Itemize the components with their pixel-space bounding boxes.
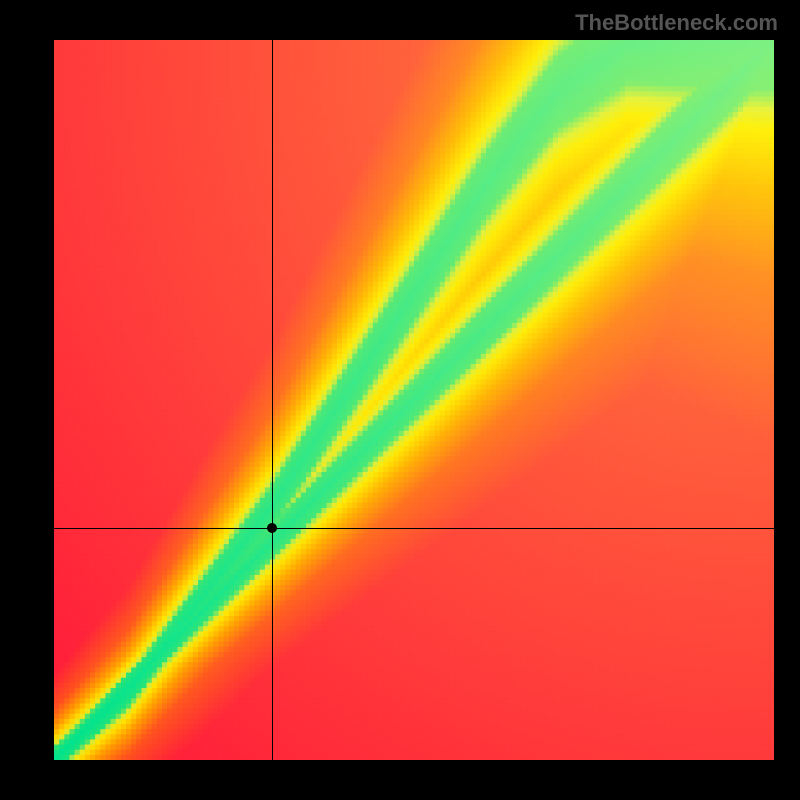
watermark-text: TheBottleneck.com [575,10,778,36]
crosshair-horizontal [54,528,774,529]
crosshair-vertical [272,40,273,760]
bottleneck-heatmap [54,40,774,760]
chart-container: TheBottleneck.com [0,0,800,800]
